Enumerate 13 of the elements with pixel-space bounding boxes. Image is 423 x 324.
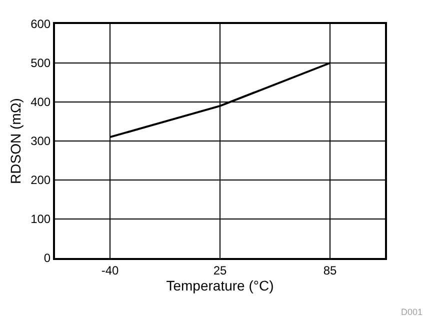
y-tick-label: 400 <box>30 95 51 110</box>
y-tick-label: 500 <box>30 56 51 70</box>
y-tick-label: 100 <box>30 212 51 226</box>
y-tick-label: 0 <box>44 251 51 266</box>
x-tick-label: 85 <box>323 263 337 278</box>
text: D001 <box>401 307 423 317</box>
x-axis-title: Temperature (°C) <box>166 277 274 294</box>
x-tick-label: -40 <box>101 263 119 278</box>
x-tick-label: 25 <box>213 263 227 278</box>
y-tick-label: 600 <box>30 17 51 32</box>
y-axis-title: RDSON (mΩ) <box>8 98 24 184</box>
y-tick-label: 200 <box>30 173 51 188</box>
y-tick-label: 300 <box>30 134 51 148</box>
